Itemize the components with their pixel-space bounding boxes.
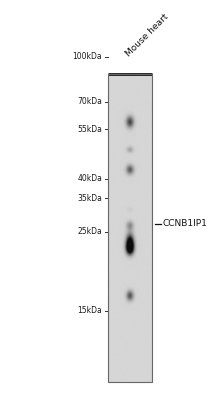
Text: 55kDa: 55kDa [77,125,102,134]
Text: 25kDa: 25kDa [77,227,102,236]
Bar [108,74,152,382]
Text: 70kDa: 70kDa [77,97,102,106]
Text: 40kDa: 40kDa [77,174,102,183]
Text: Mouse heart: Mouse heart [124,12,170,58]
Text: CCNB1IP1: CCNB1IP1 [163,220,208,228]
Text: 15kDa: 15kDa [77,306,102,315]
Text: 100kDa: 100kDa [73,52,102,61]
Text: 35kDa: 35kDa [77,194,102,203]
